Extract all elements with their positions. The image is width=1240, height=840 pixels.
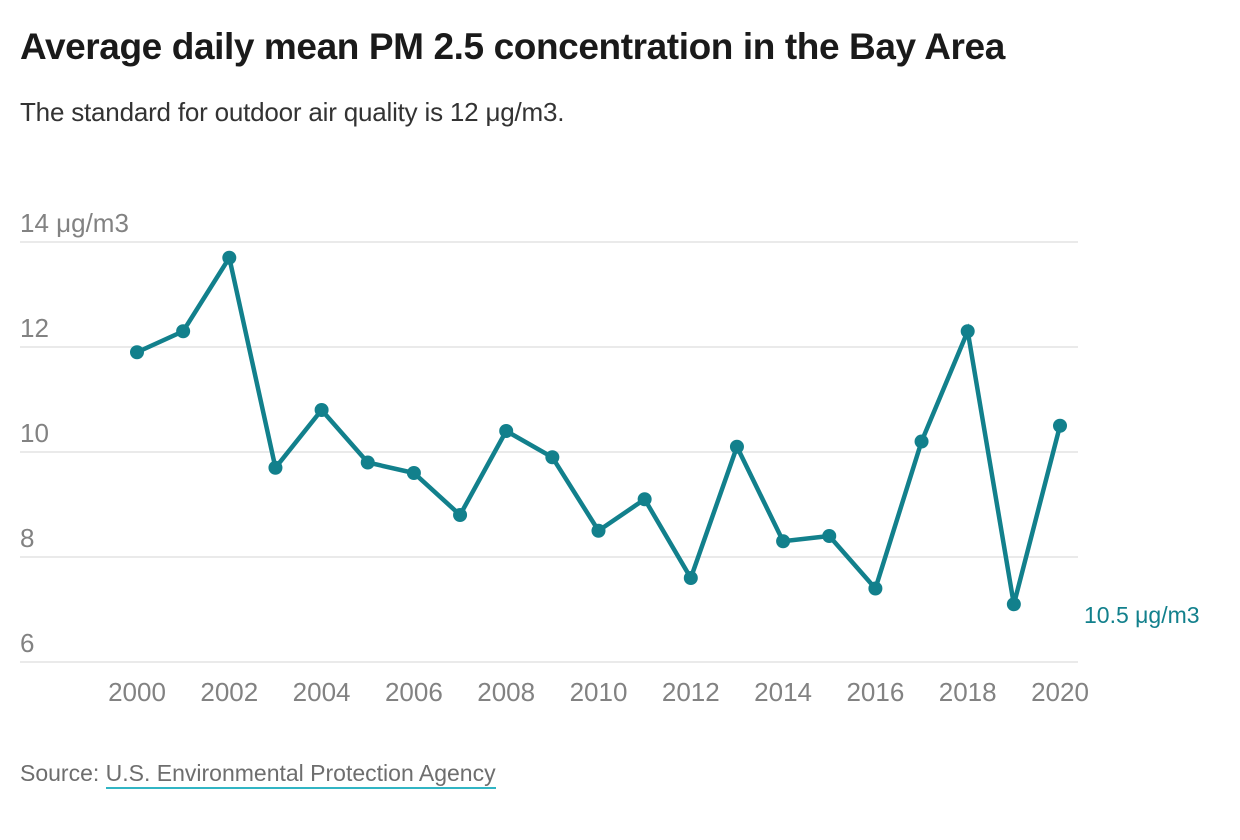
data-point <box>176 324 191 339</box>
data-point <box>314 403 329 417</box>
data-point <box>637 492 652 507</box>
data-point <box>914 434 929 449</box>
data-point <box>1006 597 1021 612</box>
source-row: Source: U.S. Environmental Protection Ag… <box>20 760 496 789</box>
data-point <box>776 534 791 549</box>
x-tick-label: 2004 <box>293 677 351 707</box>
x-tick-label: 2018 <box>939 677 997 707</box>
y-tick-label: 6 <box>20 628 34 658</box>
data-point <box>545 450 560 465</box>
data-point <box>960 324 975 339</box>
data-point <box>406 466 421 480</box>
x-tick-label: 2020 <box>1031 677 1089 707</box>
chart-subtitle: The standard for outdoor air quality is … <box>20 97 565 127</box>
y-tick-label: 10 <box>20 418 49 448</box>
data-point <box>360 455 375 470</box>
x-tick-label: 2014 <box>754 677 812 707</box>
chart-title: Average daily mean PM 2.5 concentration … <box>20 26 1005 67</box>
x-tick-label: 2000 <box>108 677 166 707</box>
x-tick-label: 2012 <box>662 677 720 707</box>
data-point <box>868 581 883 596</box>
chart-area: 14 μg/m3 12 10 8 6 2000 2002 2004 2006 2008 2010 20… <box>0 190 1240 730</box>
data-point <box>683 571 698 585</box>
x-tick-label: 2002 <box>200 677 258 707</box>
source-link[interactable]: U.S. Environmental Protection Agency <box>105 760 496 789</box>
data-point <box>591 523 606 538</box>
x-tick-label: 2010 <box>570 677 628 707</box>
data-point <box>130 345 144 360</box>
data-point <box>222 250 237 265</box>
data-point <box>499 424 514 438</box>
data-point <box>453 508 468 522</box>
y-tick-label: 8 <box>20 523 34 553</box>
x-tick-label: 2016 <box>846 677 904 707</box>
y-tick-label: 14 μg/m3 <box>20 208 129 238</box>
value-annotation: 10.5 μg/m3 <box>1084 602 1200 628</box>
x-tick-label: 2006 <box>385 677 443 707</box>
source-label: Source: <box>20 760 106 786</box>
y-tick-label: 12 <box>20 313 49 343</box>
x-tick-label: 2008 <box>477 677 535 707</box>
data-point <box>268 460 283 475</box>
data-point <box>822 529 837 543</box>
series-line <box>136 251 1063 605</box>
line-chart: 14 μg/m3 12 10 8 6 2000 2002 2004 2006 2008 2010 20… <box>20 208 1089 707</box>
data-point <box>729 439 744 454</box>
data-point <box>1053 418 1067 433</box>
